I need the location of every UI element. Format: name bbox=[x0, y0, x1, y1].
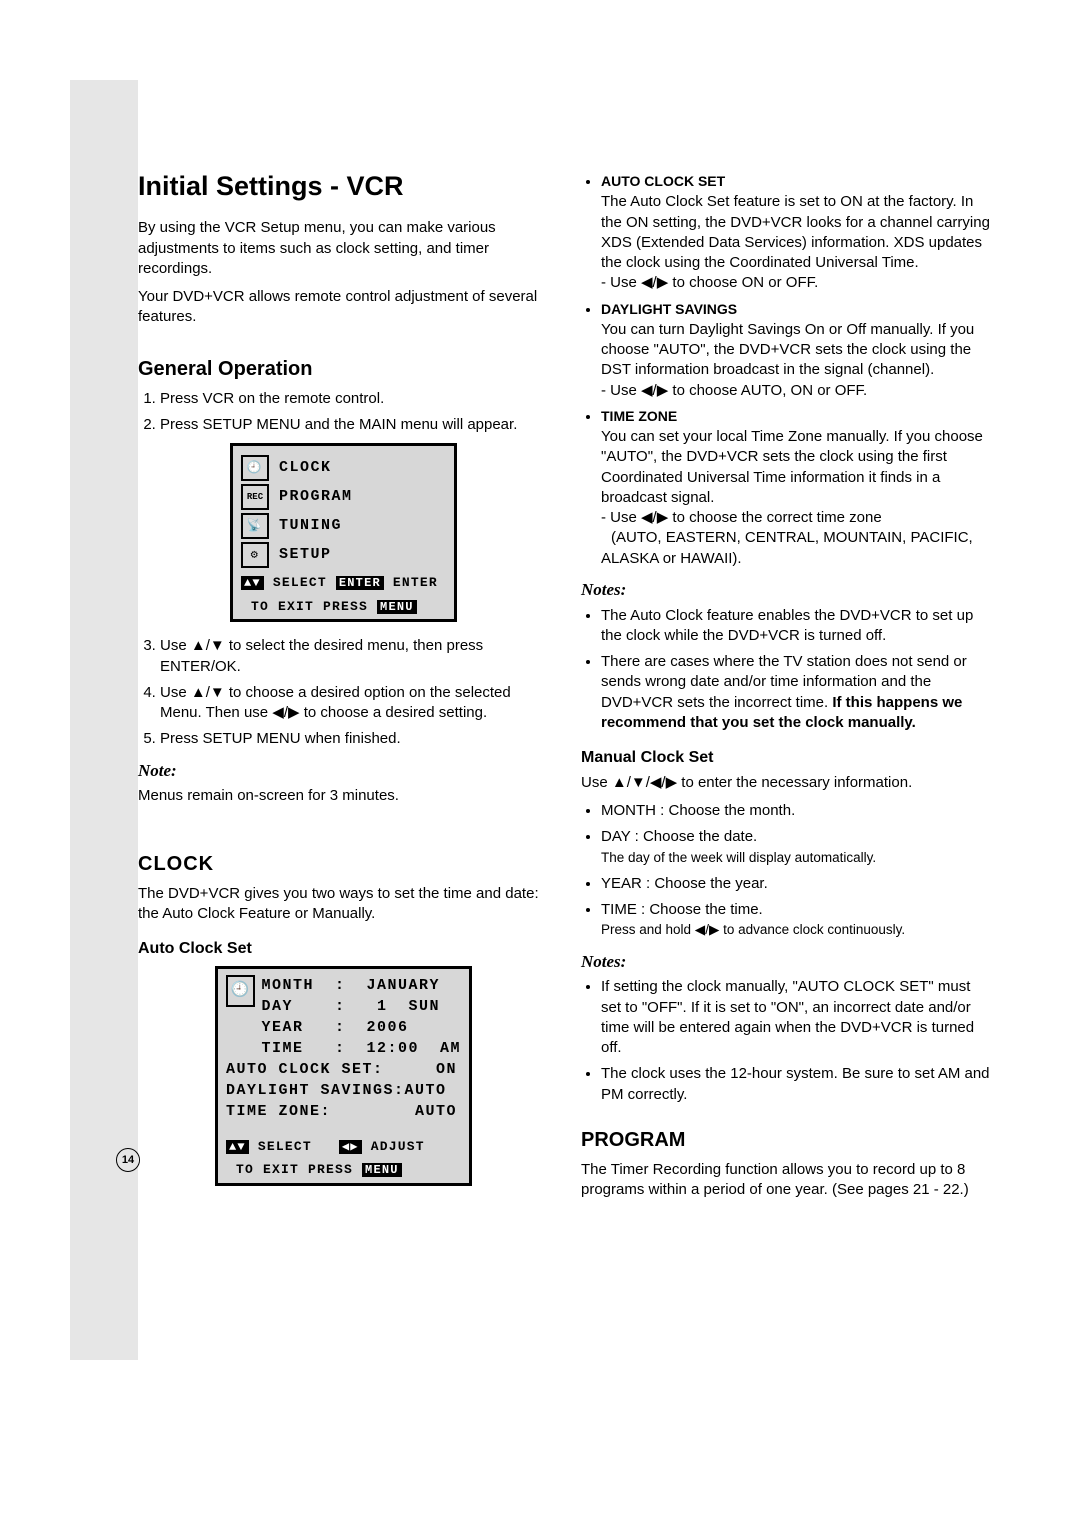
step-3: Use ▲/▼ to select the desired menu, then… bbox=[160, 636, 549, 677]
menu-item-clock: CLOCK bbox=[279, 458, 332, 478]
manual-page: Initial Settings - VCR By using the VCR … bbox=[0, 0, 1080, 1268]
clock-hint-2: TO EXIT PRESS MENU bbox=[226, 1161, 461, 1179]
step-4: Use ▲/▼ to choose a desired option on th… bbox=[160, 683, 549, 724]
menu-hint-1: ▲▼ SELECT ENTER ENTER bbox=[241, 574, 446, 592]
daylight-savings-option: DAYLIGHT SAVINGS You can turn Daylight S… bbox=[601, 300, 992, 401]
options-list: AUTO CLOCK SET The Auto Clock Set featur… bbox=[581, 172, 992, 569]
general-operation-steps-cont: Use ▲/▼ to select the desired menu, then… bbox=[138, 636, 549, 749]
auto-clock-set-option: AUTO CLOCK SET The Auto Clock Set featur… bbox=[601, 172, 992, 294]
clock-settings-lines-2: AUTO CLOCK SET: ON DAYLIGHT SAVINGS:AUTO… bbox=[226, 1059, 461, 1122]
note-label-1: Note: bbox=[138, 760, 549, 783]
tuning-icon: 📡 bbox=[241, 513, 269, 539]
main-menu-screenshot: 🕘 CLOCK REC PROGRAM 📡 TUNING ⚙ SETUP ▲▼ SELE… bbox=[230, 443, 457, 622]
menu-item-tuning: TUNING bbox=[279, 516, 342, 536]
program-heading: PROGRAM bbox=[581, 1127, 992, 1154]
manual-clock-set-heading: Manual Clock Set bbox=[581, 747, 992, 769]
right-column: AUTO CLOCK SET The Auto Clock Set featur… bbox=[581, 168, 992, 1208]
mcs-time: TIME : Choose the time. Press and hold ◀… bbox=[601, 900, 992, 941]
left-column: Initial Settings - VCR By using the VCR … bbox=[138, 168, 549, 1208]
notes1-bullet2: There are cases where the TV station doe… bbox=[601, 652, 992, 733]
note-text-1: Menus remain on-screen for 3 minutes. bbox=[138, 786, 549, 806]
auto-clock-set-heading: Auto Clock Set bbox=[138, 938, 549, 960]
notes-label-1: Notes: bbox=[581, 579, 992, 602]
notes-list-2: If setting the clock manually, "AUTO CLO… bbox=[581, 977, 992, 1105]
manual-clock-set-intro: Use ▲/▼/◀/▶ to enter the necessary infor… bbox=[581, 773, 992, 793]
clock-heading: Clock bbox=[138, 851, 549, 878]
notes-list-1: The Auto Clock feature enables the DVD+V… bbox=[581, 606, 992, 734]
step-1: Press VCR on the remote control. bbox=[160, 389, 549, 409]
step-5: Press SETUP MENU when finished. bbox=[160, 729, 549, 749]
page-title: Initial Settings - VCR bbox=[138, 168, 549, 204]
step-2: Press SETUP MENU and the MAIN menu will … bbox=[160, 415, 549, 435]
notes-label-2: Notes: bbox=[581, 951, 992, 974]
time-zone-option: TIME ZONE You can set your local Time Zo… bbox=[601, 407, 992, 569]
intro-paragraph-2: Your DVD+VCR allows remote control adjus… bbox=[138, 287, 549, 328]
setup-icon: ⚙ bbox=[241, 542, 269, 568]
menu-item-program: PROGRAM bbox=[279, 487, 353, 507]
clock-icon: 🕘 bbox=[241, 455, 269, 481]
menu-item-setup: SETUP bbox=[279, 545, 332, 565]
notes2-bullet1: If setting the clock manually, "AUTO CLO… bbox=[601, 977, 992, 1058]
general-operation-heading: General Operation bbox=[138, 356, 549, 383]
manual-clock-set-list: MONTH : Choose the month. DAY : Choose t… bbox=[581, 801, 992, 941]
notes1-bullet1: The Auto Clock feature enables the DVD+V… bbox=[601, 606, 992, 647]
general-operation-steps: Press VCR on the remote control. Press S… bbox=[138, 389, 549, 436]
clock-icon-2: 🕘 bbox=[226, 975, 255, 1007]
notes2-bullet2: The clock uses the 12-hour system. Be su… bbox=[601, 1064, 992, 1105]
clock-settings-lines: MONTH : JANUARY DAY : 1 SUN YEAR : 2006 … bbox=[261, 975, 461, 1059]
clock-menu-screenshot: 🕘 MONTH : JANUARY DAY : 1 SUN YEAR : 200… bbox=[215, 966, 472, 1186]
program-text: The Timer Recording function allows you … bbox=[581, 1160, 992, 1201]
menu-hint-2: TO EXIT PRESS MENU bbox=[241, 598, 446, 616]
mcs-day: DAY : Choose the date. The day of the we… bbox=[601, 827, 992, 868]
clock-hint-1: ▲▼ SELECT ◀▶ ADJUST bbox=[226, 1138, 461, 1156]
rec-icon: REC bbox=[241, 484, 269, 510]
clock-intro: The DVD+VCR gives you two ways to set th… bbox=[138, 884, 549, 925]
mcs-month: MONTH : Choose the month. bbox=[601, 801, 992, 821]
intro-paragraph-1: By using the VCR Setup menu, you can mak… bbox=[138, 218, 549, 279]
mcs-year: YEAR : Choose the year. bbox=[601, 874, 992, 894]
